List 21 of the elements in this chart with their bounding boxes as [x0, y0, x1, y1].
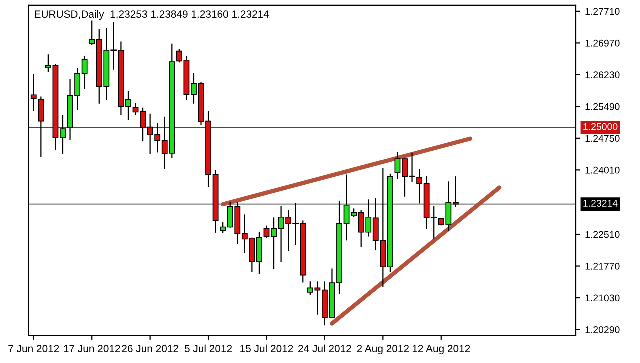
x-tick-label: 24 Jul 2012 — [298, 344, 352, 352]
x-tick-label: 26 Jun 2012 — [122, 345, 178, 352]
y-tick-label: 1.25490 — [586, 103, 620, 110]
ref-line-label: 1.23214 — [584, 200, 618, 207]
y-tick-label: 1.24750 — [586, 135, 620, 142]
ref-line-label: 1.25000 — [584, 123, 618, 130]
y-tick-label: 1.21030 — [586, 294, 620, 302]
y-tick-label: 1.26970 — [586, 40, 620, 47]
y-tick-label: 1.24010 — [586, 166, 620, 174]
x-tick-label: 5 Jul 2012 — [184, 344, 232, 352]
x-tick-label: 2 Aug 2012 — [357, 345, 410, 355]
y-tick-label: 1.21770 — [586, 263, 620, 270]
chart-title: EURUSD,Daily 1.23253 1.23849 1.23160 1.23214 — [35, 10, 270, 20]
x-tick-label: 15 Jul 2012 — [240, 344, 294, 352]
x-tick-label: 7 Jun 2012 — [8, 345, 60, 352]
y-tick-label: 1.20290 — [586, 326, 620, 334]
y-tick-label: 1.27710 — [586, 8, 620, 16]
x-tick-label: 17 Jun 2012 — [64, 345, 120, 352]
y-tick-label: 1.22510 — [586, 231, 620, 238]
x-tick-label: 12 Aug 2012 — [412, 345, 470, 355]
y-tick-label: 1.26230 — [586, 72, 620, 79]
